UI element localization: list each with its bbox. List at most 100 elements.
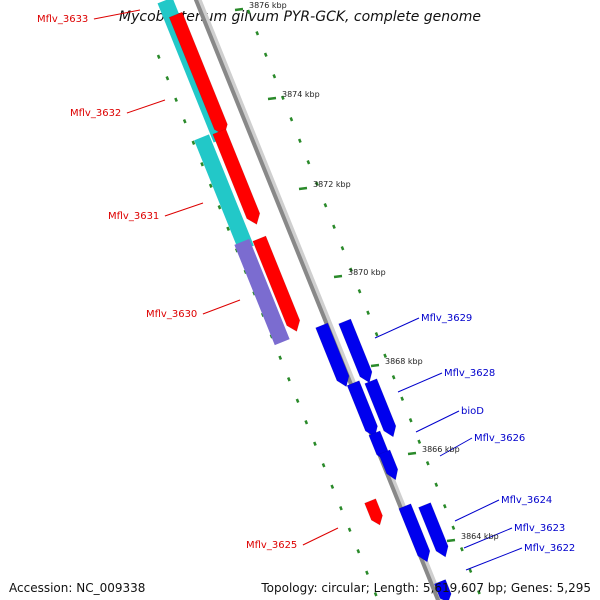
genome-backbone — [193, 0, 444, 600]
kbp-tick — [234, 7, 244, 12]
tick-dash-inner — [278, 355, 283, 360]
tick-dash-outer — [255, 31, 260, 36]
tick-dash-outer — [400, 396, 405, 401]
gene-arrow-mflv-3633[interactable] — [168, 11, 228, 136]
gene-arrow-mflv-3632[interactable] — [212, 128, 261, 225]
tick-dash-outer — [417, 439, 422, 444]
gene-arrow-mflv-3625[interactable] — [364, 498, 383, 526]
tick-dash-inner — [182, 119, 187, 124]
kbp-label: 3868 kbp — [385, 357, 423, 366]
kbp-label: 3872 kbp — [313, 180, 351, 189]
tick-dash-outer — [357, 289, 362, 294]
kbp-label: 3870 kbp — [348, 268, 386, 277]
leader-line-right — [454, 499, 500, 522]
tick-dash-inner — [313, 441, 317, 446]
gene-label-left[interactable]: Mflv_3630 — [146, 309, 197, 320]
gene-label-left[interactable]: Mflv_3625 — [246, 540, 297, 551]
leader-line-left — [202, 299, 241, 315]
tick-dash-outer — [460, 547, 464, 552]
tick-dash-inner — [321, 463, 326, 468]
tick-dash-outer — [263, 52, 268, 57]
leader-line-left — [93, 9, 141, 20]
kbp-tick — [370, 363, 380, 368]
kbp-label: 3876 kbp — [249, 1, 287, 10]
kbp-label: 3874 kbp — [282, 90, 320, 99]
tick-dash-inner — [191, 140, 196, 145]
leader-line-left — [302, 527, 339, 546]
kbp-label: 3866 kbp — [422, 445, 460, 454]
gene-label-left[interactable]: Mflv_3633 — [37, 14, 88, 25]
tick-dash-outer — [442, 504, 447, 509]
tick-dash-outer — [477, 590, 481, 595]
kbp-tick — [446, 538, 456, 543]
tick-dash-inner — [373, 592, 378, 597]
kbp-tick — [298, 186, 308, 191]
gene-arrow-mflv-3624[interactable] — [398, 503, 431, 563]
tick-dash-outer — [323, 203, 328, 208]
tick-dash-outer — [468, 568, 473, 573]
leader-line-right — [463, 527, 513, 549]
gene-arrow-mflv-3631[interactable] — [252, 235, 301, 332]
tick-dash-inner — [365, 570, 369, 575]
tick-dash-inner — [226, 226, 230, 231]
kbp-tick — [407, 451, 417, 456]
tick-dash-inner — [295, 398, 300, 403]
gene-arrow-mflv-3629a[interactable] — [315, 322, 350, 388]
leader-line-right — [465, 547, 523, 571]
tick-dash-inner — [200, 162, 204, 167]
gene-arrow-mflv-3629b[interactable] — [338, 318, 373, 384]
gene-label-right[interactable]: Mflv_3628 — [444, 368, 495, 379]
gene-label-right[interactable]: bioD — [461, 406, 484, 417]
gene-arrow-mflv-3626b[interactable] — [378, 449, 399, 481]
tick-dash-outer — [425, 461, 430, 466]
gene-bar-cyan-2[interactable] — [194, 134, 254, 252]
gene-label-right[interactable]: Mflv_3623 — [514, 523, 565, 534]
tick-dash-outer — [434, 482, 439, 487]
gene-label-right[interactable]: Mflv_3622 — [524, 543, 575, 554]
tick-dash-outer — [246, 9, 251, 14]
tick-dash-outer — [272, 74, 277, 79]
leader-line-right — [439, 437, 473, 457]
tick-dash-outer — [391, 375, 396, 380]
tick-dash-outer — [383, 353, 387, 358]
leader-line-right — [397, 372, 443, 393]
gene-label-left[interactable]: Mflv_3631 — [108, 211, 159, 222]
tick-dash-outer — [349, 267, 353, 272]
topology-text: Topology: circular; Length: 5,619,607 bp… — [261, 581, 591, 595]
gene-label-right[interactable]: Mflv_3626 — [474, 433, 525, 444]
gene-label-right[interactable]: Mflv_3629 — [421, 313, 472, 324]
leader-line-left — [164, 202, 204, 217]
label-leader-lines — [93, 9, 523, 571]
tick-dash-inner — [339, 506, 343, 511]
gene-arrow-biod[interactable] — [364, 378, 397, 438]
tick-dash-inner — [356, 549, 361, 554]
tick-dash-inner — [217, 205, 222, 210]
accession-text: Accession: NC_009338 — [9, 581, 146, 595]
tick-dash-inner — [347, 527, 352, 532]
tick-dash-inner — [330, 484, 335, 489]
tick-dash-outer — [374, 332, 379, 337]
backbone-line — [193, 0, 441, 600]
kbp-tick — [267, 96, 277, 101]
gene-features — [157, 0, 452, 600]
tick-dash-outer — [280, 95, 285, 100]
tick-dash-outer — [366, 310, 370, 315]
leader-line-left — [126, 99, 166, 114]
gene-arrow-mflv-3623[interactable] — [418, 502, 449, 558]
tick-dash-inner — [174, 97, 178, 102]
tick-dash-outer — [298, 138, 302, 143]
gene-labels: 3876 kbp 3874 kbp 3872 kbp 3870 kbp 3868 kbp… — [37, 1, 575, 554]
gene-label-left[interactable]: Mflv_3632 — [70, 108, 121, 119]
gene-arrow-mflv-3628[interactable] — [346, 380, 378, 438]
tick-dash-inner — [208, 183, 213, 188]
tick-dash-inner — [165, 76, 170, 81]
tick-dash-inner — [304, 420, 309, 425]
gene-arrow-mflv-3622[interactable] — [433, 579, 452, 600]
leader-line-right — [415, 410, 460, 433]
gene-bar-purple[interactable] — [234, 238, 290, 346]
tick-dash-outer — [306, 160, 311, 165]
gene-label-right[interactable]: Mflv_3624 — [501, 495, 552, 506]
leader-line-right — [374, 317, 420, 339]
kbp-label: 3864 kbp — [461, 532, 499, 541]
